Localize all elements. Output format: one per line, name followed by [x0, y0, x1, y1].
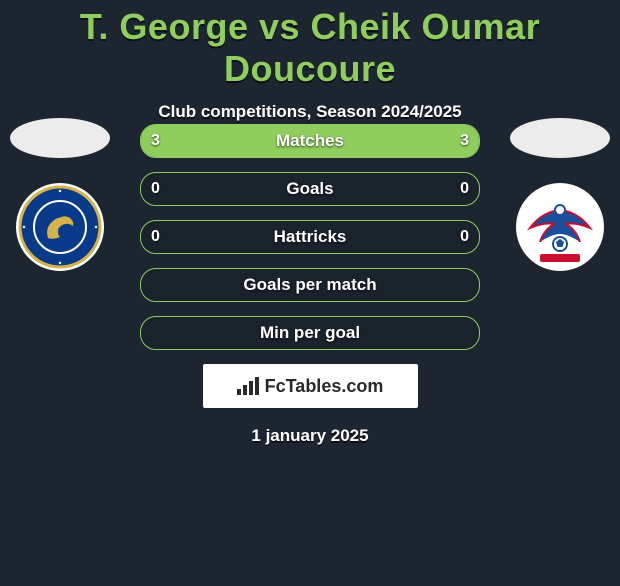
stat-row: Min per goal — [140, 316, 480, 350]
player-right-column — [510, 118, 610, 272]
crystal-palace-crest-icon — [515, 182, 605, 272]
stat-label: Hattricks — [141, 221, 479, 253]
stat-label: Goals per match — [141, 269, 479, 301]
bars-icon — [237, 377, 259, 395]
brand-label: FcTables.com — [265, 376, 384, 397]
club-crest-right — [515, 182, 605, 272]
stat-label: Goals — [141, 173, 479, 205]
stat-row: 00Hattricks — [140, 220, 480, 254]
page-title: T. George vs Cheik Oumar Doucoure — [0, 6, 620, 90]
stat-label: Matches — [141, 125, 479, 157]
stats-panel: 33Matches 00Goals 00Hattricks Goals per mat… — [140, 124, 480, 446]
brand-box[interactable]: FcTables.com — [203, 364, 418, 408]
stat-row: 00Goals — [140, 172, 480, 206]
stat-row: Goals per match — [140, 268, 480, 302]
player-right-photo — [510, 118, 610, 158]
date-line: 1 january 2025 — [140, 426, 480, 446]
stat-label: Min per goal — [141, 317, 479, 349]
player-left-column — [10, 118, 110, 272]
stat-row: 33Matches — [140, 124, 480, 158]
chelsea-crest-icon — [15, 182, 105, 272]
club-crest-left — [15, 182, 105, 272]
player-left-photo — [10, 118, 110, 158]
